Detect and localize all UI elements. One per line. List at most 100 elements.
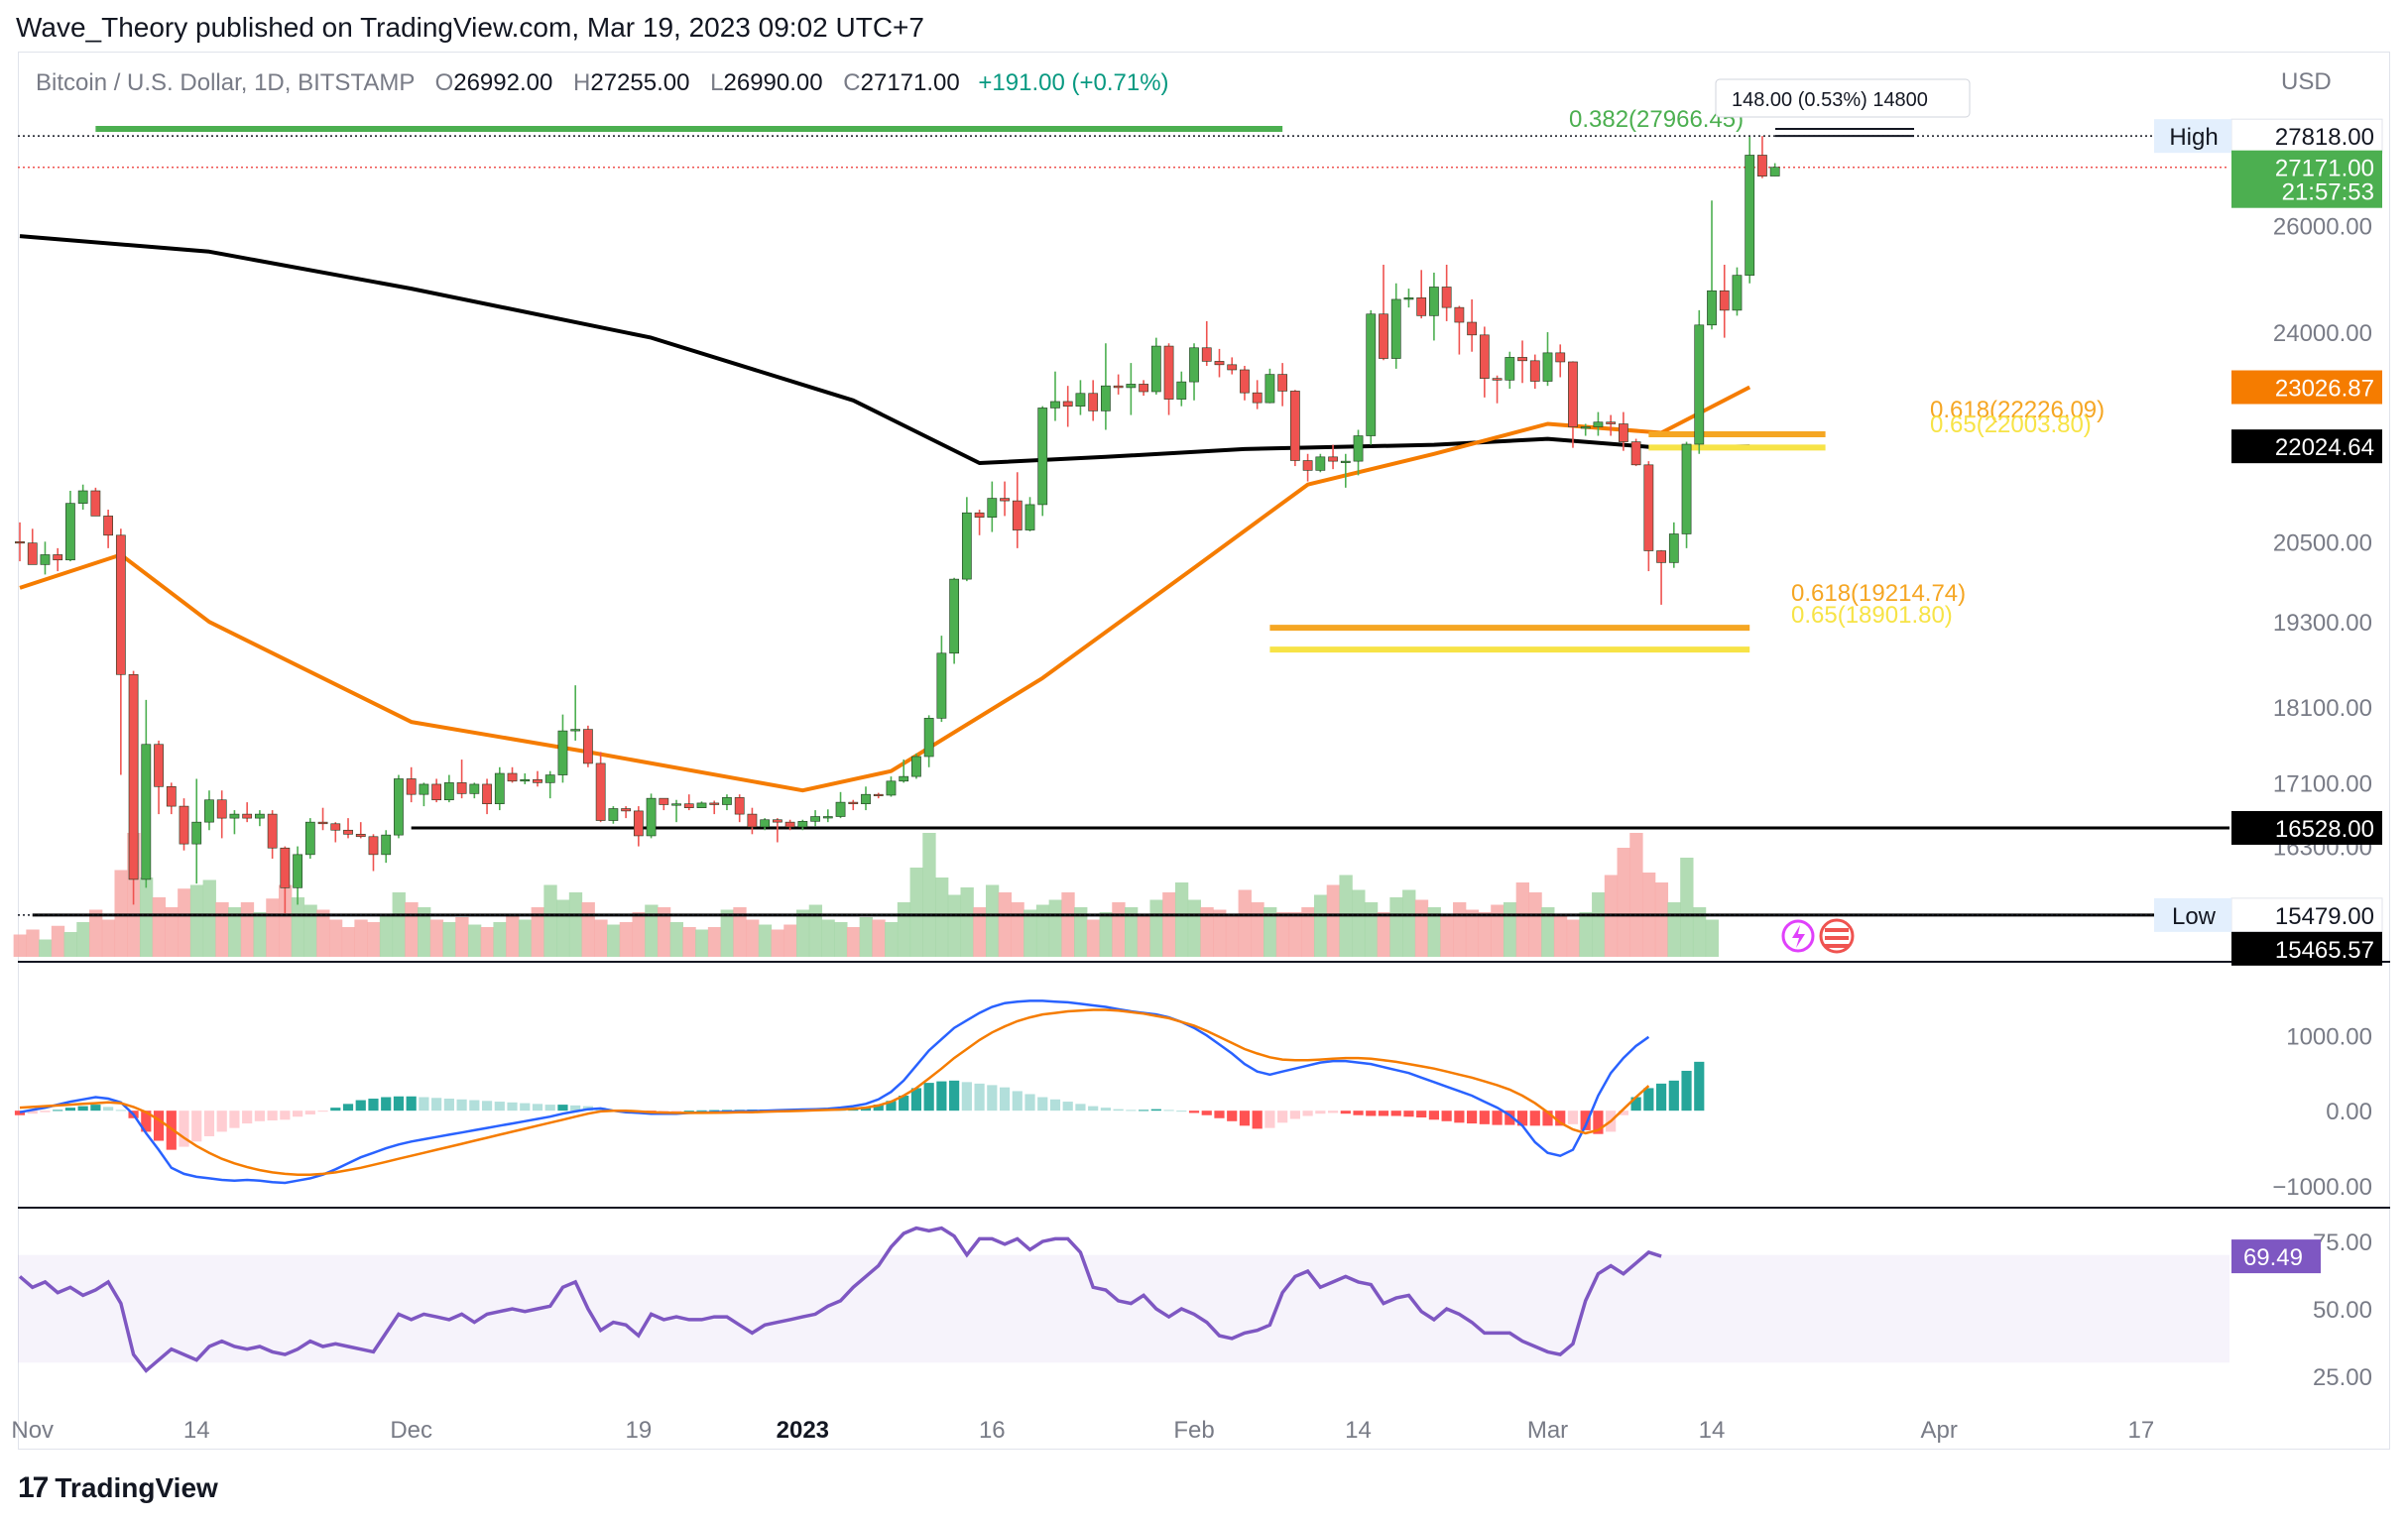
candle-body	[317, 821, 328, 825]
volume-bar	[746, 919, 760, 957]
candle-body	[659, 797, 669, 805]
macd-histogram-bar	[520, 1103, 531, 1112]
candle-body	[1467, 321, 1477, 336]
volume-bar	[266, 898, 280, 957]
candle-body	[1176, 381, 1187, 400]
volume-bar	[531, 907, 544, 957]
volume-bar	[632, 912, 646, 957]
volume-bar	[897, 902, 911, 957]
candle-body	[267, 813, 278, 849]
volume-bar	[1352, 889, 1366, 957]
volume-bar	[783, 924, 797, 957]
candle-body	[216, 799, 227, 819]
volume-bar	[682, 927, 696, 957]
candle-body	[1580, 426, 1591, 429]
volume-bar	[1364, 902, 1379, 957]
fib-label: 0.65(18901.80)	[1791, 602, 1953, 629]
footer-brand[interactable]: 17 TradingView	[18, 1471, 218, 1505]
candle-body	[255, 813, 265, 819]
macd-histogram-bar	[1366, 1111, 1377, 1116]
candle-body	[229, 813, 240, 819]
candle-body	[886, 780, 897, 796]
macd-histogram-bar	[1630, 1097, 1641, 1112]
volume-bar	[165, 907, 179, 957]
candle-body	[1707, 290, 1717, 326]
volume-bar	[76, 922, 90, 957]
y-tick-label: 24000.00	[2273, 320, 2372, 347]
x-tick-label: 2023	[777, 1417, 829, 1444]
volume-bar	[1011, 902, 1024, 957]
candle-body	[1479, 334, 1490, 379]
candle-body	[1062, 401, 1073, 407]
price-tag-box	[2231, 150, 2382, 208]
candle-body	[1732, 275, 1743, 311]
candle-body	[1643, 464, 1654, 551]
volume-bar	[1213, 909, 1227, 957]
macd-histogram-bar	[974, 1083, 985, 1112]
macd-histogram-bar	[368, 1099, 379, 1112]
volume-bar	[1074, 907, 1088, 957]
macd-histogram-bar	[242, 1111, 253, 1124]
candle-body	[873, 793, 884, 796]
candle-body	[1593, 421, 1604, 427]
volume-bar	[1617, 848, 1630, 957]
macd-histogram-bar	[304, 1111, 315, 1114]
volume-bar	[1275, 912, 1290, 957]
price-tag-box	[2231, 370, 2382, 405]
volume-bar	[669, 922, 683, 957]
volume-bar	[202, 879, 216, 957]
candle-body	[381, 834, 392, 856]
macd-histogram-bar	[1353, 1111, 1364, 1115]
candle-body	[166, 786, 177, 807]
chart-frame[interactable]	[18, 52, 2390, 1450]
volume-bar	[1035, 904, 1050, 957]
symbol-title[interactable]: Bitcoin / U.S. Dollar, 1D, BITSTAMP	[36, 69, 415, 96]
macd-histogram-bar	[90, 1105, 101, 1112]
macd-histogram-bar	[1681, 1070, 1692, 1112]
macd-histogram-bar	[683, 1111, 694, 1112]
volume-bar	[607, 924, 621, 957]
macd-histogram-bar	[229, 1111, 240, 1128]
volume-bar	[821, 919, 835, 957]
x-tick-label: 14	[1699, 1417, 1726, 1444]
macd-histogram-bar	[1176, 1111, 1187, 1112]
volume-bar	[1491, 904, 1505, 957]
candle-body	[1606, 421, 1617, 424]
macd-histogram-bar	[406, 1096, 417, 1112]
price-tag-label: Low	[2172, 903, 2217, 930]
candle-body	[1240, 369, 1250, 394]
macd-histogram-bar	[1593, 1111, 1604, 1134]
volume-bar	[1238, 889, 1252, 957]
volume-bar	[1061, 892, 1075, 957]
volume-bar	[493, 922, 507, 957]
candle-body	[53, 554, 63, 561]
ma-50-line	[19, 385, 1751, 793]
candle-body	[747, 813, 758, 828]
volume-bar	[114, 870, 128, 957]
macd-histogram-bar	[696, 1110, 707, 1112]
price-tag-label-box	[2154, 119, 2231, 154]
candle-body	[987, 498, 998, 518]
low-label: L	[710, 69, 724, 96]
macd-histogram-bar	[987, 1085, 998, 1112]
low-value: 26990.00	[723, 69, 823, 96]
macd-histogram-bar	[1390, 1111, 1401, 1116]
volume-bar	[960, 887, 974, 957]
measure-tooltip: 148.00 (0.53%) 14800	[1732, 89, 1928, 111]
candle-body	[1492, 378, 1503, 381]
volume-bar	[506, 914, 520, 957]
volume-bar	[771, 929, 784, 957]
macd-histogram-bar	[494, 1102, 505, 1112]
price-tag-box	[2231, 810, 2382, 845]
volume-bar	[26, 929, 40, 957]
macd-histogram-bar	[999, 1087, 1011, 1112]
volume-bar	[455, 917, 469, 957]
candle-body	[90, 490, 101, 517]
candle-body	[419, 783, 429, 795]
close-label: C	[843, 69, 861, 96]
macd-histogram-bar	[923, 1083, 934, 1112]
volume-bar	[354, 919, 368, 957]
macd-y-tick-label: 0.00	[2326, 1099, 2372, 1125]
volume-bar	[1125, 907, 1139, 957]
